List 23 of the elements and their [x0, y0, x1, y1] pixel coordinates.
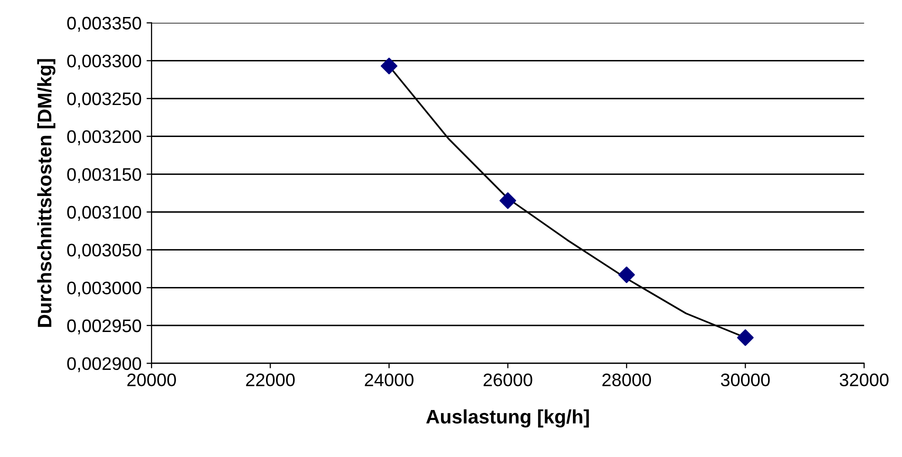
y-tick-label: 0,003300	[67, 54, 142, 70]
x-tick-label: 32000	[840, 374, 889, 386]
y-tick-label: 0,003200	[67, 130, 142, 146]
y-tick-label: 0,003100	[67, 206, 142, 221]
x-axis-title: Auslastung [kg/h]	[426, 409, 589, 428]
x-tick-label: 28000	[602, 374, 651, 386]
point	[618, 266, 635, 284]
point	[737, 329, 754, 346]
point	[380, 58, 398, 74]
y-tick-label: 0,002900	[67, 357, 142, 372]
x-tick-label: 30000	[720, 374, 770, 386]
x-tick-label: 20000	[127, 374, 176, 386]
y-tick-label: 0,002950	[67, 319, 142, 334]
y-tick-label: 0,003250	[67, 92, 142, 108]
y-axis-title: Durchschnittskosten [DM/kg]	[37, 59, 56, 327]
y-tick-label: 0,003000	[67, 282, 142, 297]
x-tick-label: 22000	[246, 374, 295, 386]
x-tick-label: 26000	[484, 374, 532, 386]
y-tick-label: 0,003050	[67, 244, 142, 259]
y-tick-label: 0,003150	[67, 168, 142, 184]
x-tick-label: 24000	[364, 374, 414, 386]
point	[500, 192, 516, 209]
y-tick-label: 0,003350	[67, 16, 142, 32]
